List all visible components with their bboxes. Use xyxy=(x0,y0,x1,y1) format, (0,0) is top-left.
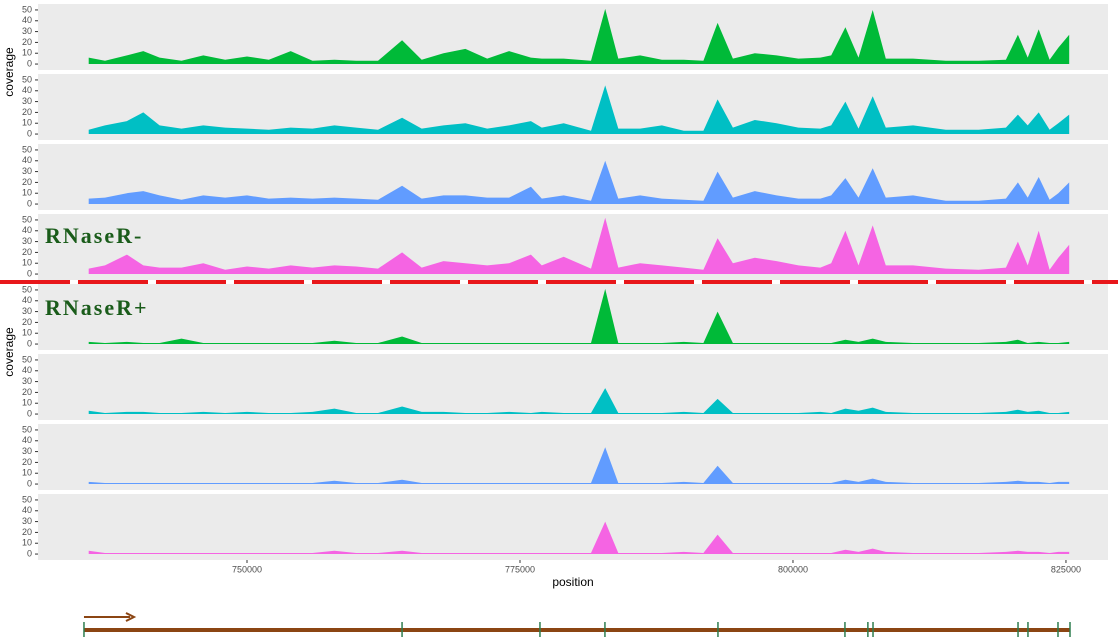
y-tick-label: 30 xyxy=(22,166,32,176)
y-tick-label: 10 xyxy=(22,468,32,478)
y-tick-label: 30 xyxy=(22,26,32,36)
y-tick-label: 10 xyxy=(22,188,32,198)
y-tick-label: 10 xyxy=(22,398,32,408)
y-tick-label: 30 xyxy=(22,96,32,106)
y-tick-label: 20 xyxy=(22,387,32,397)
coverage-area xyxy=(88,85,1070,135)
panel-background xyxy=(38,354,1108,420)
y-tick-label: 10 xyxy=(22,48,32,58)
y-tick-label: 20 xyxy=(22,107,32,117)
y-tick-label: 20 xyxy=(22,457,32,467)
coverage-area xyxy=(88,217,1070,275)
y-tick-label: 40 xyxy=(22,295,32,305)
y-tick-label: 0 xyxy=(27,408,32,418)
y-tick-label: 40 xyxy=(22,15,32,25)
x-tick-label: 750000 xyxy=(232,564,262,574)
y-axis-label: coverage xyxy=(2,47,16,97)
y-tick-label: 10 xyxy=(22,538,32,548)
y-tick-label: 0 xyxy=(27,268,32,278)
y-tick-label: 30 xyxy=(22,516,32,526)
y-tick-label: 40 xyxy=(22,155,32,165)
x-tick-label: 825000 xyxy=(1051,564,1081,574)
y-tick-label: 20 xyxy=(22,247,32,257)
y-tick-label: 40 xyxy=(22,225,32,235)
y-tick-label: 20 xyxy=(22,177,32,187)
y-tick-label: 0 xyxy=(27,58,32,68)
panel-background xyxy=(38,494,1108,560)
y-tick-label: 20 xyxy=(22,317,32,327)
x-tick-label: 800000 xyxy=(778,564,808,574)
y-tick-label: 20 xyxy=(22,37,32,47)
x-tick-label: 775000 xyxy=(505,564,535,574)
y-tick-label: 50 xyxy=(22,494,32,504)
y-tick-label: 50 xyxy=(22,144,32,154)
y-tick-label: 30 xyxy=(22,446,32,456)
y-tick-label: 40 xyxy=(22,365,32,375)
y-tick-label: 50 xyxy=(22,354,32,364)
y-tick-label: 0 xyxy=(27,478,32,488)
y-tick-label: 20 xyxy=(22,527,32,537)
y-tick-label: 40 xyxy=(22,85,32,95)
panel-background xyxy=(38,424,1108,490)
y-tick-label: 50 xyxy=(22,214,32,224)
coverage-area xyxy=(88,160,1070,205)
panel-background xyxy=(38,284,1108,350)
y-tick-label: 0 xyxy=(27,338,32,348)
y-tick-label: 50 xyxy=(22,4,32,14)
y-tick-label: 0 xyxy=(27,548,32,558)
condition-label: RNaseR- xyxy=(45,223,143,248)
gene-arrow-head xyxy=(125,612,137,622)
y-tick-label: 30 xyxy=(22,236,32,246)
y-tick-label: 50 xyxy=(22,424,32,434)
y-tick-label: 40 xyxy=(22,505,32,515)
y-tick-label: 50 xyxy=(22,284,32,294)
condition-label: RNaseR+ xyxy=(45,295,149,320)
y-axis-label: coverage xyxy=(2,327,16,377)
y-tick-label: 0 xyxy=(27,128,32,138)
y-tick-label: 40 xyxy=(22,435,32,445)
y-tick-label: 50 xyxy=(22,74,32,84)
y-tick-label: 30 xyxy=(22,376,32,386)
y-tick-label: 0 xyxy=(27,198,32,208)
x-axis-label: position xyxy=(552,575,593,589)
y-tick-label: 10 xyxy=(22,118,32,128)
y-tick-label: 30 xyxy=(22,306,32,316)
y-tick-label: 10 xyxy=(22,258,32,268)
coverage-area xyxy=(88,8,1070,65)
y-tick-label: 10 xyxy=(22,328,32,338)
